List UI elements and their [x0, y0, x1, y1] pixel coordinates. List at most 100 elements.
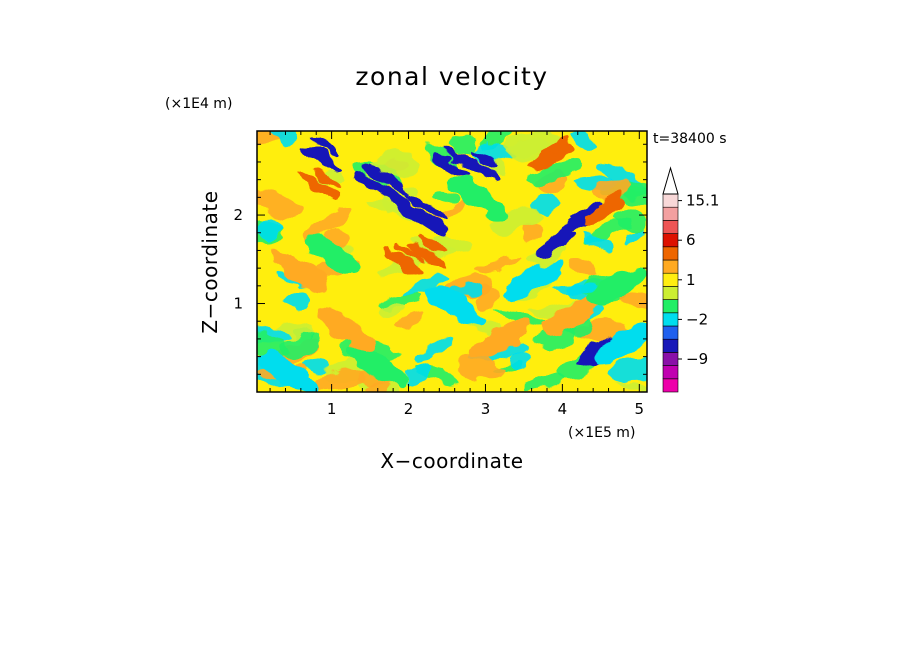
- field-texture: [626, 229, 645, 244]
- field-texture: [312, 368, 366, 392]
- contour-feature: [259, 354, 319, 392]
- field-texture: [406, 362, 434, 385]
- field-texture: [615, 208, 647, 233]
- contour-feature: [585, 198, 624, 223]
- field-texture: [569, 258, 596, 277]
- y-axis: 12: [233, 143, 647, 375]
- contour-feature: [586, 266, 647, 306]
- x-tick-label: 3: [481, 400, 491, 418]
- field-texture: [521, 220, 544, 241]
- x-axis-label: X−coordinate: [380, 449, 523, 473]
- colorbar-swatch: [662, 365, 679, 380]
- heatmap-field: [257, 131, 647, 392]
- contour-feature: [411, 209, 450, 235]
- field-texture: [605, 357, 647, 382]
- y-tick-label: 2: [233, 206, 243, 224]
- field-texture: [476, 256, 524, 274]
- x-tick-label: 4: [558, 400, 568, 418]
- field-texture: [450, 284, 481, 296]
- colorbar-swatch: [662, 220, 679, 234]
- colorbar-swatch: [662, 233, 679, 248]
- y-axis-label: Z−coordinate: [198, 190, 222, 333]
- colorbar-tick-label: 1: [686, 271, 696, 289]
- x-tick-label: 1: [327, 400, 337, 418]
- field-texture: [478, 131, 514, 150]
- colorbar-arrow: [662, 166, 679, 195]
- field-texture: [450, 135, 474, 153]
- contour-feature: [317, 309, 377, 351]
- contour-feature: [469, 147, 497, 166]
- contour-feature: [448, 177, 508, 218]
- field-texture: [403, 276, 446, 295]
- contour-feature: [572, 200, 601, 219]
- field-texture: [377, 305, 402, 315]
- colorbar-tick-label: 6: [686, 231, 696, 249]
- colorbar-swatch: [662, 206, 679, 221]
- colorbar-tick-label: 15.1: [686, 192, 719, 210]
- contour-feature: [431, 153, 470, 180]
- colorbar-swatch: [662, 193, 679, 208]
- field-texture: [613, 380, 647, 392]
- field-texture: [284, 292, 310, 307]
- contour-feature: [395, 244, 424, 263]
- contour-feature: [408, 242, 447, 268]
- field-texture: [572, 132, 595, 150]
- contour-feature: [348, 345, 408, 386]
- contour-feature: [593, 323, 647, 363]
- colorbar: 15.1 6 1 −2 −9: [662, 166, 719, 393]
- colorbar-swatch: [662, 259, 679, 274]
- y-unit-label: (×1E4 m): [165, 96, 232, 112]
- contour-feature: [385, 250, 424, 277]
- colorbar-swatch: [662, 272, 679, 287]
- field-texture: [493, 309, 553, 328]
- field-texture: [582, 230, 612, 252]
- colorbar-swatch: [662, 246, 679, 261]
- field-texture: [510, 350, 532, 371]
- colorbar-swatch: [662, 299, 679, 314]
- field-texture: [257, 189, 301, 219]
- field-texture: [395, 310, 424, 328]
- colorbar-tick-label: −9: [686, 350, 708, 368]
- chart-title: zonal velocity: [355, 62, 548, 91]
- contour-feature: [421, 202, 449, 222]
- field-texture: [258, 216, 281, 242]
- x-axis: 1 2 3 4 5: [269, 131, 644, 418]
- field-texture: [521, 373, 566, 391]
- field-texture: [257, 326, 289, 359]
- contour-feature: [541, 138, 570, 157]
- y-tick-label: 1: [233, 295, 243, 313]
- colorbar-swatch: [662, 378, 679, 393]
- field-texture: [301, 208, 351, 240]
- field-texture: [279, 333, 321, 359]
- contour-feature: [470, 319, 531, 359]
- x-unit-label: (×1E5 m): [568, 425, 635, 441]
- colorbar-swatch: [662, 352, 679, 366]
- colorbar-tick-label: −2: [686, 310, 708, 328]
- contour-feature: [501, 261, 562, 301]
- contour-feature: [531, 145, 571, 170]
- colorbar-swatch: [662, 286, 679, 300]
- field-texture: [454, 352, 505, 382]
- contour-feature: [458, 153, 497, 180]
- field-texture: [434, 192, 459, 203]
- field-texture: [532, 194, 561, 214]
- field-texture: [438, 233, 471, 255]
- contour-feature: [301, 174, 340, 200]
- contour-feature: [302, 234, 362, 276]
- time-label: t=38400 s: [653, 131, 727, 147]
- field-texture: [303, 361, 331, 372]
- contour-feature: [540, 297, 601, 337]
- contour-feature: [271, 252, 331, 293]
- contour-feature: [311, 167, 339, 186]
- contour-feature: [419, 235, 447, 254]
- colorbar-swatch: [662, 312, 679, 327]
- field-texture: [477, 284, 499, 309]
- contour-feature: [382, 176, 411, 195]
- field-texture: [527, 158, 586, 185]
- plot-frame: [256, 130, 648, 393]
- contour-feature: [595, 191, 624, 210]
- field-texture: [268, 131, 296, 147]
- colorbar-swatch: [662, 338, 679, 353]
- contour-feature: [301, 144, 340, 171]
- contour-feature: [311, 138, 339, 157]
